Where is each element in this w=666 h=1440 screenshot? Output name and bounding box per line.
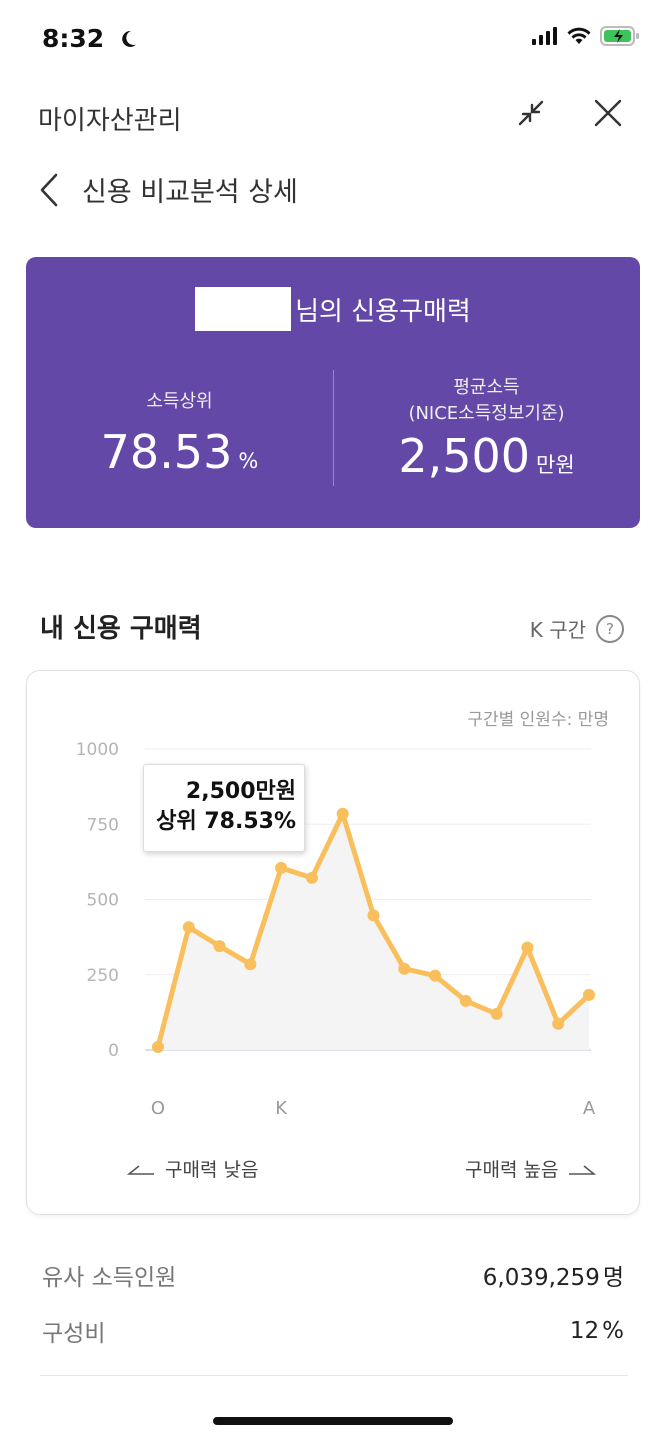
data-point: [490, 1007, 503, 1020]
arrow-right-icon: [569, 1164, 597, 1175]
data-point: [213, 940, 226, 953]
x-tick-label: K: [275, 1098, 288, 1119]
avg-income-stat: 평균소득 (NICE소득정보기준) 2,500 만원: [333, 375, 640, 483]
low-purchase-hint: 구매력 낮음: [127, 1155, 258, 1182]
status-icons: [532, 26, 640, 50]
chevron-left-icon: [40, 173, 58, 206]
y-tick-label: 750: [87, 815, 119, 835]
minimize-icon: [513, 95, 549, 135]
high-purchase-label: 구매력 높음: [465, 1159, 559, 1181]
status-time-text: 8:32: [42, 24, 105, 53]
data-point: [182, 921, 195, 934]
credit-distribution-chart: 0 250 500 750 1000 O K A: [76, 740, 596, 1119]
close-icon: [592, 97, 624, 133]
income-rank-label: 소득상위: [146, 391, 213, 412]
back-button[interactable]: [38, 172, 60, 208]
data-point: [152, 1040, 164, 1053]
section-title: 내 신용 구매력: [40, 614, 202, 644]
moon-icon: [109, 24, 138, 53]
chart-card: 구간별 인원수: 만명 0 250 500 750 1000 O K A 2,500만원 상위…: [26, 670, 640, 1215]
avg-income-number: 2,500: [398, 429, 531, 483]
x-tick-label: A: [583, 1098, 596, 1119]
chart-tooltip: 2,500만원 상위 78.53%: [143, 764, 305, 852]
x-tick-label: O: [151, 1098, 165, 1119]
low-purchase-label: 구매력 낮음: [165, 1159, 259, 1181]
arrow-left-icon: [127, 1164, 154, 1175]
battery-icon: [600, 26, 640, 50]
data-point: [305, 871, 318, 884]
data-point: [552, 1017, 565, 1030]
composition-unit: %: [602, 1318, 624, 1344]
similar-income-label: 유사 소득인원: [42, 1265, 177, 1291]
data-point: [521, 941, 534, 954]
card-title: 님의 신용구매력: [295, 296, 471, 327]
credit-summary-card: 님의 신용구매력 소득상위 78.53 % 평균소득 (NICE소득정보기준) …: [26, 257, 640, 528]
income-rank-unit: %: [238, 449, 259, 473]
help-icon[interactable]: ?: [596, 614, 624, 643]
data-point: [244, 958, 257, 971]
income-rank-number: 78.53: [100, 425, 233, 479]
close-button[interactable]: [585, 92, 631, 138]
income-rank-stat: 소득상위 78.53 %: [26, 375, 333, 479]
back-row: 신용 비교분석 상세: [38, 170, 298, 209]
data-point: [459, 994, 472, 1007]
minimize-button[interactable]: [508, 92, 554, 138]
data-point: [275, 861, 288, 874]
data-point: [398, 962, 411, 975]
page-title: 신용 비교분석 상세: [82, 177, 298, 208]
composition-value-wrap: 12%: [570, 1318, 624, 1344]
k-range-info[interactable]: K 구간 ?: [530, 614, 624, 643]
y-tick-label: 0: [108, 1041, 119, 1061]
composition-value: 12: [569, 1318, 600, 1344]
composition-row: 구성비 12%: [42, 1314, 624, 1348]
data-point: [336, 807, 349, 820]
y-tick-label: 1000: [76, 740, 119, 760]
card-title-row: 님의 신용구매력: [26, 287, 640, 331]
similar-income-row: 유사 소득인원 6,039,259 명: [42, 1258, 624, 1292]
chart-unit-label: 구간별 인원수: 만명: [467, 710, 609, 730]
user-name-mask: [195, 287, 292, 331]
data-point: [367, 909, 380, 922]
similar-income-value-wrap: 6,039,259 명: [483, 1258, 624, 1292]
app-title: 마이자산관리: [38, 106, 182, 136]
data-point: [583, 988, 595, 1001]
tooltip-income: 2,500만원: [185, 779, 296, 804]
wifi-icon: [567, 27, 591, 49]
composition-label: 구성비: [42, 1321, 106, 1347]
similar-income-unit: 명: [602, 1265, 624, 1291]
avg-income-label: 평균소득: [453, 377, 520, 398]
status-time: 8:32: [42, 24, 138, 53]
income-rank-value: 78.53 %: [26, 425, 333, 479]
k-range-label: K 구간: [529, 618, 586, 642]
bottom-divider: [40, 1375, 628, 1376]
avg-income-unit: 만원: [536, 453, 575, 477]
avg-income-value: 2,500 만원: [333, 429, 640, 483]
home-indicator[interactable]: [213, 1417, 453, 1425]
tooltip-rank: 상위 78.53%: [156, 809, 296, 834]
high-purchase-hint: 구매력 높음: [465, 1155, 597, 1182]
card-divider: [333, 370, 334, 486]
signal-icon: [532, 27, 558, 49]
area-fill: [158, 813, 589, 1050]
y-tick-label: 250: [87, 966, 119, 986]
y-tick-label: 500: [87, 891, 119, 911]
data-point: [429, 969, 442, 982]
similar-income-value: 6,039,259: [482, 1265, 600, 1291]
avg-income-source: (NICE소득정보기준): [408, 403, 565, 424]
